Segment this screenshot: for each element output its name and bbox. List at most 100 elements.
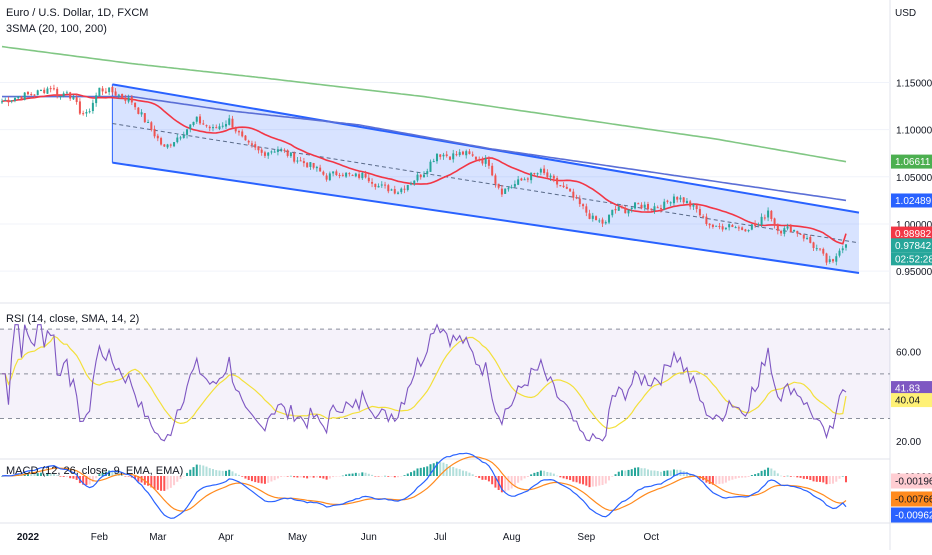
candle[interactable] — [364, 170, 367, 179]
candle[interactable] — [354, 172, 357, 178]
candle[interactable] — [186, 128, 189, 139]
candle[interactable] — [572, 188, 575, 201]
candle[interactable] — [439, 154, 442, 160]
candle[interactable] — [98, 87, 101, 97]
candle[interactable] — [705, 213, 708, 226]
candle[interactable] — [218, 123, 221, 131]
candle[interactable] — [724, 227, 727, 231]
macd-line[interactable] — [1, 452, 847, 519]
candle[interactable] — [776, 223, 779, 235]
sma-20-line[interactable] — [1, 93, 847, 245]
candle[interactable] — [254, 141, 257, 151]
candle[interactable] — [650, 208, 653, 212]
sma-200-line[interactable] — [1, 45, 847, 163]
candle[interactable] — [530, 172, 533, 184]
candle[interactable] — [13, 96, 16, 103]
candle[interactable] — [250, 140, 253, 148]
candle[interactable] — [809, 235, 812, 244]
candle[interactable] — [410, 181, 413, 186]
candle[interactable] — [221, 122, 224, 129]
candle[interactable] — [322, 170, 325, 176]
candle[interactable] — [637, 202, 640, 205]
candle[interactable] — [95, 92, 98, 107]
candle[interactable] — [672, 193, 675, 206]
candle[interactable] — [413, 180, 416, 186]
candle[interactable] — [101, 86, 104, 96]
candle[interactable] — [26, 91, 29, 96]
candle[interactable] — [543, 165, 546, 176]
candle[interactable] — [780, 229, 783, 237]
candle[interactable] — [280, 147, 283, 153]
candle[interactable] — [754, 220, 757, 228]
candle[interactable] — [419, 174, 422, 180]
candle[interactable] — [182, 131, 185, 139]
candle[interactable] — [121, 93, 124, 99]
candle[interactable] — [231, 115, 234, 128]
candle[interactable] — [328, 171, 331, 182]
candle[interactable] — [835, 253, 838, 266]
candle[interactable] — [263, 150, 266, 158]
candle[interactable] — [669, 201, 672, 207]
candle[interactable] — [763, 214, 766, 221]
candle[interactable] — [400, 187, 403, 195]
candle[interactable] — [117, 93, 120, 99]
candle[interactable] — [796, 230, 799, 237]
candle[interactable] — [757, 222, 760, 226]
candle[interactable] — [134, 102, 137, 110]
candle[interactable] — [695, 204, 698, 213]
candle[interactable] — [56, 86, 59, 99]
candle[interactable] — [33, 94, 36, 98]
candle[interactable] — [815, 244, 818, 252]
candle[interactable] — [345, 171, 348, 179]
candle[interactable] — [481, 156, 484, 166]
candle[interactable] — [179, 135, 182, 141]
candle[interactable] — [332, 171, 335, 177]
candle[interactable] — [380, 181, 383, 188]
candle[interactable] — [140, 109, 143, 117]
candle[interactable] — [241, 129, 244, 138]
candle[interactable] — [283, 148, 286, 153]
candle[interactable] — [799, 233, 802, 235]
candle[interactable] — [267, 151, 270, 159]
candle[interactable] — [195, 116, 198, 124]
candle[interactable] — [595, 215, 598, 221]
candle[interactable] — [494, 173, 497, 188]
candle[interactable] — [224, 120, 227, 130]
candle[interactable] — [260, 147, 263, 156]
candle[interactable] — [659, 204, 662, 213]
candle[interactable] — [358, 170, 361, 180]
candle[interactable] — [257, 146, 260, 154]
candle[interactable] — [562, 182, 565, 188]
candle[interactable] — [211, 124, 215, 132]
candle[interactable] — [23, 91, 26, 101]
rsi-pane[interactable] — [0, 323, 890, 442]
candle[interactable] — [293, 151, 296, 164]
candle[interactable] — [244, 135, 247, 141]
candle[interactable] — [335, 169, 338, 176]
candle[interactable] — [578, 195, 581, 207]
candle[interactable] — [767, 207, 770, 222]
candle[interactable] — [160, 136, 163, 146]
candle[interactable] — [445, 151, 448, 158]
candle[interactable] — [39, 89, 42, 92]
symbol-title[interactable]: Euro / U.S. Dollar, 1D, FXCM — [6, 7, 148, 19]
candle[interactable] — [189, 124, 192, 133]
candle[interactable] — [627, 209, 630, 217]
candle[interactable] — [390, 188, 393, 191]
candle[interactable] — [416, 172, 419, 183]
candle[interactable] — [601, 217, 604, 227]
candle[interactable] — [393, 185, 396, 195]
candle[interactable] — [273, 149, 276, 153]
candle[interactable] — [286, 149, 289, 158]
candle[interactable] — [215, 124, 218, 129]
candle[interactable] — [474, 156, 477, 161]
candle[interactable] — [169, 143, 172, 148]
candle[interactable] — [575, 194, 578, 200]
candle[interactable] — [517, 175, 520, 186]
candle[interactable] — [62, 91, 65, 98]
candle[interactable] — [841, 245, 844, 254]
candle[interactable] — [520, 177, 523, 181]
candle[interactable] — [361, 172, 364, 181]
candle[interactable] — [750, 224, 753, 231]
